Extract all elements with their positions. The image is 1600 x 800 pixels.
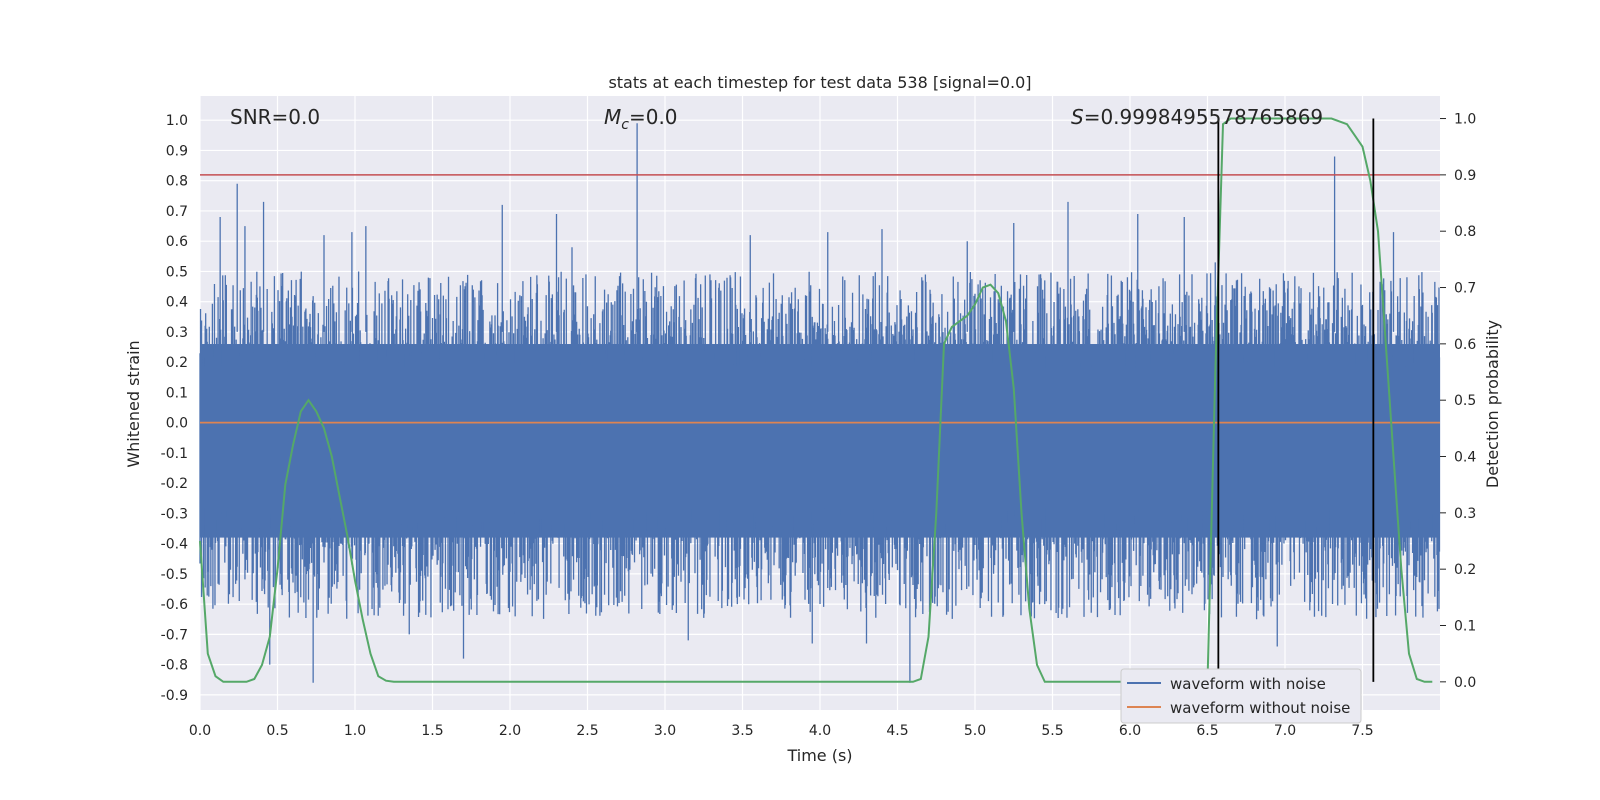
y-left-tick-label: -0.6 xyxy=(161,597,188,613)
x-tick-label: 6.5 xyxy=(1196,723,1218,739)
series-waveform-with-noise xyxy=(199,123,1441,683)
y-left-tick-label: -0.9 xyxy=(161,688,188,704)
y-left-tick-label: 1.0 xyxy=(166,113,188,129)
y-left-tick-label: -0.4 xyxy=(161,537,188,553)
x-tick-labels: 0.0 0.5 1.0 1.5 2.0 2.5 3.0 3.5 4.0 4.5 5.0 5.5 6.0 6… xyxy=(189,723,1374,739)
y-left-tick-label: -0.1 xyxy=(161,446,188,462)
y-right-tick-label: 0.1 xyxy=(1454,619,1476,635)
x-tick-label: 6.0 xyxy=(1119,723,1141,739)
x-tick-label: 4.0 xyxy=(809,723,831,739)
detection-probability-line xyxy=(199,117,1433,683)
x-tick-label: 4.5 xyxy=(886,723,908,739)
y-left-tick-label: 0.1 xyxy=(166,385,188,401)
y-axis-label-left: Whitened strain xyxy=(124,340,143,467)
x-axis-label: Time (s) xyxy=(786,746,852,765)
x-tick-label: 3.0 xyxy=(654,723,676,739)
y-left-tick-labels: 1.0 0.9 0.8 0.7 0.6 0.5 0.4 0.3 0.2 0.1 0.0 -0.1 -0.… xyxy=(161,113,188,704)
y-right-tick-label: 0.8 xyxy=(1454,224,1476,240)
x-tick-label: 7.0 xyxy=(1274,723,1296,739)
y-right-tick-label: 0.0 xyxy=(1454,675,1476,691)
overlays xyxy=(199,117,1440,683)
y-left-tick-label: 0.2 xyxy=(166,355,188,371)
y-left-tick-label: -0.2 xyxy=(161,476,188,492)
x-tick-label: 7.5 xyxy=(1351,723,1373,739)
y-left-tick-label: 0.0 xyxy=(166,416,188,432)
y-left-tick-label: 0.8 xyxy=(166,174,188,190)
noise-trace xyxy=(199,123,1441,683)
x-tick-label: 5.0 xyxy=(964,723,986,739)
y-left-tick-label: 0.3 xyxy=(166,325,188,341)
y-left-tick-label: 0.9 xyxy=(166,143,188,159)
x-tick-label: 1.5 xyxy=(421,723,443,739)
y-left-tick-label: -0.8 xyxy=(161,658,188,674)
y-right-tick-label: 0.2 xyxy=(1454,562,1476,578)
y-left-tick-label: 0.6 xyxy=(166,234,188,250)
y-left-tick-label: -0.3 xyxy=(161,506,188,522)
annotation-snr: SNR=0.0 xyxy=(230,105,320,129)
y-right-tick-label: 0.7 xyxy=(1454,281,1476,297)
annotation-score: S=0.9998495578765869 xyxy=(1071,105,1323,129)
x-tick-label: 1.0 xyxy=(344,723,366,739)
legend-label-noise: waveform with noise xyxy=(1170,675,1326,693)
y-right-tick-label: 0.9 xyxy=(1454,168,1476,184)
annotation-chirp-mass: Mc=0.0 xyxy=(604,105,678,133)
chart-title: stats at each timestep for test data 538… xyxy=(608,73,1031,92)
x-tick-label: 5.5 xyxy=(1041,723,1063,739)
legend: waveform with noise waveform without noi… xyxy=(1120,668,1362,724)
y-right-tick-label: 0.6 xyxy=(1454,337,1476,353)
y-right-tick-label: 0.5 xyxy=(1454,393,1476,409)
y-left-tick-label: -0.5 xyxy=(161,567,188,583)
x-tick-label: 2.5 xyxy=(576,723,598,739)
x-tick-label: 0.0 xyxy=(189,723,211,739)
x-tick-label: 2.0 xyxy=(499,723,521,739)
y-right-tick-label: 0.3 xyxy=(1454,506,1476,522)
y-right-tick-labels: 1.0 0.9 0.8 0.7 0.6 0.5 0.4 0.3 0.2 0.1 0.0 xyxy=(1440,112,1476,691)
y-right-tick-label: 0.4 xyxy=(1454,450,1476,466)
legend-label-clean: waveform without noise xyxy=(1170,699,1350,717)
y-left-tick-label: -0.7 xyxy=(161,627,188,643)
x-tick-label: 0.5 xyxy=(266,723,288,739)
y-left-tick-label: 0.5 xyxy=(166,264,188,280)
legend-box xyxy=(1120,668,1362,724)
y-left-tick-label: 0.7 xyxy=(166,204,188,220)
y-axis-label-right: Detection probability xyxy=(1483,320,1502,488)
x-tick-label: 3.5 xyxy=(731,723,753,739)
y-left-tick-label: 0.4 xyxy=(166,295,188,311)
y-right-tick-label: 1.0 xyxy=(1454,112,1476,128)
